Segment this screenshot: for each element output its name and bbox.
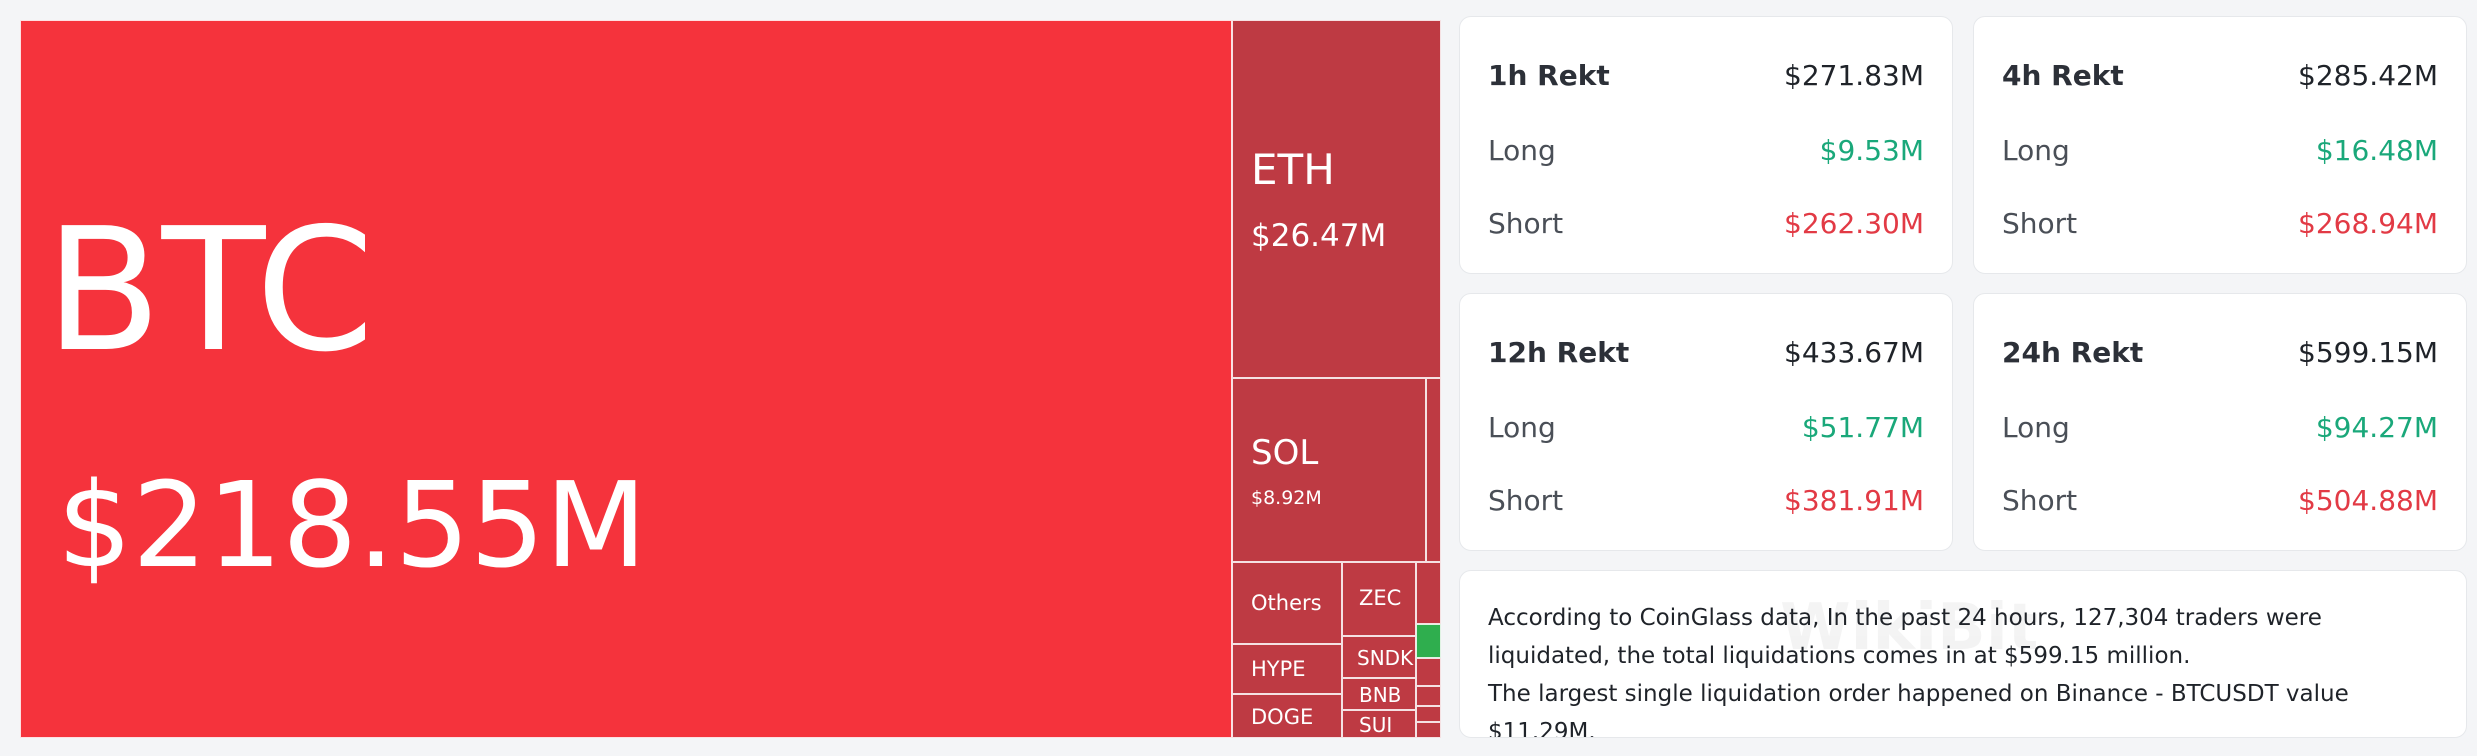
treemap-tile-small[interactable]	[1416, 562, 1441, 624]
long-value: $51.77M	[1801, 410, 1924, 444]
stat-total: $599.15M	[2298, 335, 2438, 369]
long-value: $16.48M	[2315, 133, 2438, 167]
long-value: $94.27M	[2315, 410, 2438, 444]
short-label: Short	[1488, 206, 1564, 240]
treemap-tile-doge[interactable]: DOGE	[1232, 694, 1342, 738]
stat-card-1h: 1h Rekt $271.83M Long $9.53M Short $262.30M	[1459, 16, 1953, 274]
tile-symbol: DOGE	[1251, 705, 1314, 729]
short-value: $262.30M	[1784, 206, 1924, 240]
short-value: $268.94M	[2298, 206, 2438, 240]
stat-card-24h: 24h Rekt $599.15M Long $94.27M Short $504.8…	[1973, 293, 2467, 551]
short-label: Short	[1488, 483, 1564, 517]
treemap-tile-small[interactable]	[1416, 624, 1441, 658]
summary-card: WikiBit According to CoinGlass data, In …	[1459, 570, 2467, 738]
long-value: $9.53M	[1819, 133, 1924, 167]
treemap-tile-eth[interactable]: ETH $26.47M	[1232, 20, 1441, 378]
stat-title: 24h Rekt	[2002, 335, 2144, 369]
treemap-tile-small[interactable]	[1426, 378, 1441, 562]
stat-card-4h: 4h Rekt $285.42M Long $16.48M Short $268.94…	[1973, 16, 2467, 274]
long-label: Long	[2002, 410, 2070, 444]
tile-symbol: SNDK	[1357, 646, 1414, 670]
treemap-tile-btc[interactable]: BTC $218.55M	[20, 20, 1232, 738]
treemap-tile-small[interactable]	[1416, 722, 1441, 738]
treemap-tile-bnb[interactable]: BNB	[1342, 678, 1416, 710]
liquidation-treemap: BTC $218.55M ETH $26.47M SOL $8.92M Othe…	[20, 20, 1441, 738]
treemap-tile-sndk[interactable]: SNDK	[1342, 636, 1416, 678]
watermark: WikiBit	[1780, 591, 2038, 665]
summary-line-2: The largest single liquidation order hap…	[1488, 681, 2349, 738]
treemap-tile-small[interactable]	[1416, 658, 1441, 686]
tile-symbol: BNB	[1359, 683, 1402, 707]
treemap-tile-sui[interactable]: SUI	[1342, 710, 1416, 738]
treemap-tile-hype[interactable]: HYPE	[1232, 644, 1342, 694]
tile-value: $8.92M	[1251, 487, 1322, 509]
summary-text: According to CoinGlass data, In the past…	[1488, 599, 2442, 738]
tile-value: $26.47M	[1251, 218, 1387, 254]
stat-title: 12h Rekt	[1488, 335, 1630, 369]
tile-symbol: SOL	[1251, 433, 1319, 473]
tile-value: $218.55M	[57, 456, 647, 594]
tile-symbol: Others	[1251, 591, 1322, 615]
short-label: Short	[2002, 483, 2078, 517]
treemap-tile-small[interactable]	[1416, 706, 1441, 722]
tile-symbol: ZEC	[1359, 586, 1402, 610]
short-value: $504.88M	[2298, 483, 2438, 517]
tile-symbol: SUI	[1359, 713, 1393, 737]
summary-line-1: According to CoinGlass data, In the past…	[1488, 605, 2322, 669]
short-label: Short	[2002, 206, 2078, 240]
stat-total: $271.83M	[1784, 58, 1924, 92]
tile-symbol: ETH	[1251, 145, 1335, 194]
long-label: Long	[1488, 133, 1556, 167]
short-value: $381.91M	[1784, 483, 1924, 517]
treemap-tile-others[interactable]: Others	[1232, 562, 1342, 644]
long-label: Long	[1488, 410, 1556, 444]
stat-total: $433.67M	[1784, 335, 1924, 369]
treemap-tile-sol[interactable]: SOL $8.92M	[1232, 378, 1426, 562]
stat-title: 4h Rekt	[2002, 58, 2124, 92]
stat-total: $285.42M	[2298, 58, 2438, 92]
treemap-tile-small[interactable]	[1416, 686, 1441, 706]
treemap-tile-zec[interactable]: ZEC	[1342, 562, 1416, 636]
tile-symbol: BTC	[45, 192, 375, 390]
long-label: Long	[2002, 133, 2070, 167]
tile-symbol: HYPE	[1251, 657, 1306, 681]
stat-card-12h: 12h Rekt $433.67M Long $51.77M Short $381.9…	[1459, 293, 1953, 551]
stat-title: 1h Rekt	[1488, 58, 1610, 92]
